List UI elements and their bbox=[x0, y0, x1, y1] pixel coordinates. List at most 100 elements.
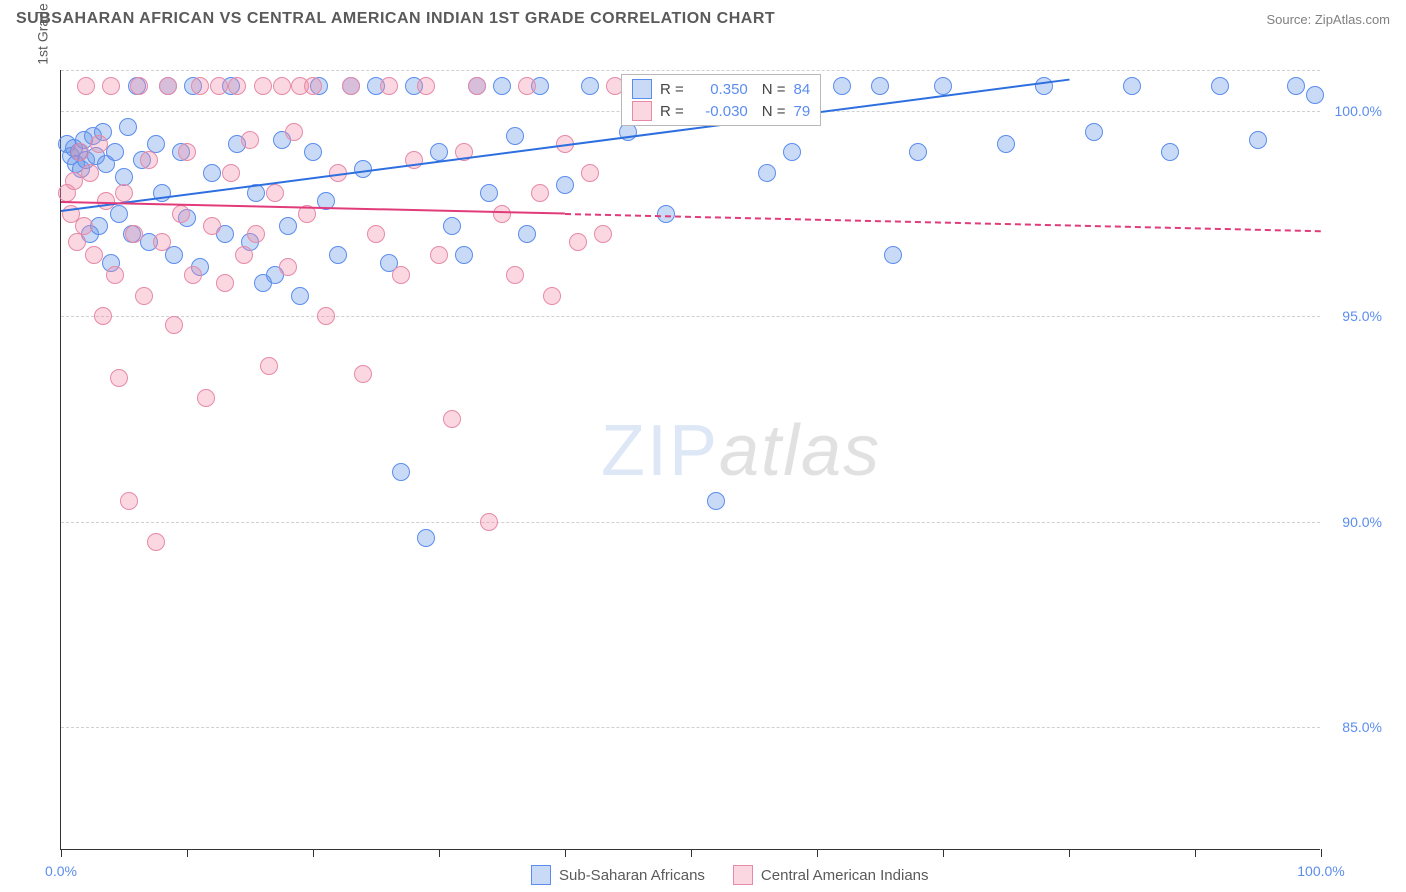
scatter-point bbox=[147, 135, 165, 153]
legend-label: Sub-Saharan Africans bbox=[559, 867, 705, 884]
scatter-point bbox=[106, 143, 124, 161]
scatter-point bbox=[493, 205, 511, 223]
scatter-point bbox=[254, 77, 272, 95]
scatter-point bbox=[120, 492, 138, 510]
gridline bbox=[61, 727, 1320, 728]
trend-line bbox=[565, 213, 1321, 232]
scatter-point bbox=[543, 287, 561, 305]
chart-title: SUBSAHARAN AFRICAN VS CENTRAL AMERICAN I… bbox=[16, 10, 775, 28]
y-tick-label: 85.0% bbox=[1342, 719, 1382, 735]
scatter-point bbox=[266, 184, 284, 202]
scatter-point bbox=[506, 127, 524, 145]
scatter-point bbox=[1161, 143, 1179, 161]
n-label: N = bbox=[762, 81, 786, 98]
n-value: 79 bbox=[794, 103, 811, 120]
scatter-point bbox=[203, 164, 221, 182]
scatter-point bbox=[455, 246, 473, 264]
scatter-point bbox=[367, 225, 385, 243]
x-tick bbox=[1069, 849, 1070, 857]
scatter-point bbox=[480, 184, 498, 202]
legend-item: Central American Indians bbox=[733, 865, 929, 885]
scatter-point bbox=[493, 77, 511, 95]
scatter-point bbox=[480, 513, 498, 531]
legend-label: Central American Indians bbox=[761, 867, 929, 884]
x-tick bbox=[565, 849, 566, 857]
scatter-point bbox=[85, 246, 103, 264]
scatter-point bbox=[833, 77, 851, 95]
legend-swatch bbox=[632, 101, 652, 121]
scatter-point bbox=[594, 225, 612, 243]
scatter-point bbox=[222, 164, 240, 182]
scatter-point bbox=[71, 143, 89, 161]
scatter-point bbox=[110, 369, 128, 387]
scatter-point bbox=[197, 389, 215, 407]
scatter-point bbox=[1211, 77, 1229, 95]
scatter-point bbox=[1123, 77, 1141, 95]
scatter-point bbox=[291, 287, 309, 305]
scatter-point bbox=[285, 123, 303, 141]
scatter-point bbox=[147, 533, 165, 551]
scatter-point bbox=[273, 77, 291, 95]
x-tick bbox=[817, 849, 818, 857]
scatter-point bbox=[934, 77, 952, 95]
legend-item: Sub-Saharan Africans bbox=[531, 865, 705, 885]
scatter-point bbox=[1085, 123, 1103, 141]
scatter-point bbox=[581, 164, 599, 182]
gridline bbox=[61, 316, 1320, 317]
r-value: -0.030 bbox=[692, 103, 748, 120]
scatter-point bbox=[380, 77, 398, 95]
scatter-point bbox=[203, 217, 221, 235]
scatter-point bbox=[159, 77, 177, 95]
scatter-point bbox=[102, 77, 120, 95]
scatter-point bbox=[153, 233, 171, 251]
scatter-point bbox=[354, 160, 372, 178]
n-value: 84 bbox=[794, 81, 811, 98]
scatter-point bbox=[317, 307, 335, 325]
scatter-point bbox=[871, 77, 889, 95]
scatter-point bbox=[90, 135, 108, 153]
correlation-legend: R =0.350N =84R =-0.030N =79 bbox=[621, 74, 821, 126]
scatter-point bbox=[657, 205, 675, 223]
scatter-point bbox=[909, 143, 927, 161]
scatter-point bbox=[260, 357, 278, 375]
scatter-point bbox=[581, 77, 599, 95]
scatter-point bbox=[997, 135, 1015, 153]
scatter-point bbox=[77, 77, 95, 95]
scatter-point bbox=[443, 217, 461, 235]
legend-swatch bbox=[531, 865, 551, 885]
scatter-point bbox=[392, 463, 410, 481]
scatter-point bbox=[417, 529, 435, 547]
legend-swatch bbox=[632, 79, 652, 99]
scatter-point bbox=[247, 225, 265, 243]
x-tick bbox=[1195, 849, 1196, 857]
scatter-point bbox=[304, 143, 322, 161]
scatter-point bbox=[443, 410, 461, 428]
scatter-point bbox=[518, 225, 536, 243]
scatter-point bbox=[94, 307, 112, 325]
scatter-point bbox=[216, 274, 234, 292]
scatter-point bbox=[417, 77, 435, 95]
n-label: N = bbox=[762, 103, 786, 120]
gridline bbox=[61, 522, 1320, 523]
x-tick-label: 0.0% bbox=[45, 863, 77, 879]
scatter-point bbox=[119, 118, 137, 136]
scatter-point bbox=[783, 143, 801, 161]
x-tick bbox=[439, 849, 440, 857]
gridline bbox=[61, 70, 1320, 71]
scatter-point bbox=[884, 246, 902, 264]
scatter-point bbox=[392, 266, 410, 284]
r-label: R = bbox=[660, 81, 684, 98]
scatter-point bbox=[279, 217, 297, 235]
r-value: 0.350 bbox=[692, 81, 748, 98]
scatter-point bbox=[115, 168, 133, 186]
y-tick-label: 90.0% bbox=[1342, 514, 1382, 530]
scatter-point bbox=[178, 143, 196, 161]
x-tick-label: 100.0% bbox=[1297, 863, 1344, 879]
chart-source: Source: ZipAtlas.com bbox=[1266, 12, 1390, 27]
y-tick-label: 100.0% bbox=[1335, 103, 1382, 119]
scatter-point bbox=[556, 176, 574, 194]
scatter-point bbox=[165, 316, 183, 334]
scatter-point bbox=[304, 77, 322, 95]
scatter-point bbox=[1249, 131, 1267, 149]
scatter-point bbox=[135, 287, 153, 305]
